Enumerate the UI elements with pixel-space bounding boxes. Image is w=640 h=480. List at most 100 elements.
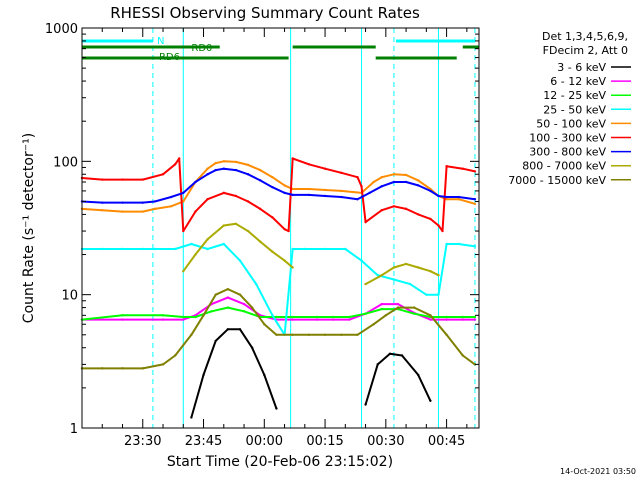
series-point-50-100-kev-18 bbox=[323, 188, 327, 192]
legend-header-0: Det 1,3,4,5,6,9, bbox=[542, 30, 628, 43]
series-point-50-100-kev-6 bbox=[182, 200, 185, 203]
series-point-100-300-kev-14 bbox=[271, 216, 274, 219]
series-point-100-300-kev-5 bbox=[173, 163, 177, 166]
series-point-50-100-kev-5 bbox=[169, 205, 173, 208]
series-point-7000-15000-kev-23 bbox=[429, 314, 432, 317]
series-point-12-25-kev-14 bbox=[364, 312, 367, 315]
series-point-300-800-kev-12 bbox=[246, 173, 250, 176]
series-point-7000-15000-kev-24 bbox=[445, 333, 448, 337]
series-point-300-800-kev-22 bbox=[380, 185, 383, 188]
series-point-800-7000-kev-4 bbox=[222, 224, 225, 227]
series-point-12-25-kev-4 bbox=[194, 315, 197, 319]
series-point-800-7000-kev-7 bbox=[259, 240, 262, 243]
series-point-6-12-kev-6 bbox=[226, 296, 230, 299]
series-point-7000-15000-kev-8 bbox=[214, 293, 217, 296]
series-point-100-300-kev-27 bbox=[417, 213, 420, 216]
series-point-50-100-kev-4 bbox=[153, 207, 157, 211]
series-point-7000-15000-kev-18 bbox=[356, 333, 359, 337]
series-point-100-300-kev-21 bbox=[356, 176, 359, 179]
series-point-50-100-kev-8 bbox=[206, 167, 209, 170]
series-layer bbox=[80, 157, 477, 419]
series-point-300-800-kev-24 bbox=[404, 180, 408, 184]
series-point-3-6-kev-7 bbox=[226, 328, 230, 331]
series-point-50-100-kev-3 bbox=[141, 210, 144, 213]
series-point-7000-15000-kev-11 bbox=[250, 306, 254, 309]
series-point-50-100-kev-1 bbox=[101, 209, 104, 212]
x-axis-label: Start Time (20-Feb-06 23:15:02) bbox=[167, 454, 393, 470]
series-point-7000-15000-kev-12 bbox=[263, 323, 266, 326]
series-point-6-12-kev-2 bbox=[161, 318, 165, 321]
series-point-300-800-kev-9 bbox=[214, 168, 217, 172]
series-point-50-100-kev-12 bbox=[246, 163, 250, 167]
series-point-300-800-kev-6 bbox=[182, 191, 185, 195]
series-point-7000-15000-kev-4 bbox=[161, 363, 165, 366]
series-point-7000-15000-kev-16 bbox=[323, 333, 327, 337]
series-point-25-50-kev-4 bbox=[153, 247, 157, 251]
series-point-300-800-kev-3 bbox=[141, 201, 144, 204]
series-point-6-12-kev-1 bbox=[121, 318, 124, 321]
series-point-800-7000-kev-16 bbox=[380, 273, 383, 277]
series-point-100-300-kev-13 bbox=[259, 207, 262, 211]
series-point-800-7000-kev-20 bbox=[429, 269, 432, 273]
series-point-12-25-kev-19 bbox=[445, 315, 448, 319]
series-point-50-100-kev-11 bbox=[234, 160, 238, 164]
series-point-7000-15000-kev-19 bbox=[372, 323, 375, 326]
series-point-300-800-kev-14 bbox=[271, 185, 274, 189]
series-point-12-25-kev-7 bbox=[242, 310, 246, 313]
y-axis-label: Count Rate (s⁻¹ detector⁻¹) bbox=[21, 133, 37, 323]
series-point-300-800-kev-2 bbox=[121, 201, 124, 204]
series-point-25-50-kev-15 bbox=[323, 247, 327, 251]
series-point-3-6-kev-10 bbox=[263, 373, 266, 377]
series-point-100-300-kev-7 bbox=[182, 229, 185, 233]
series-point-50-100-kev-30 bbox=[473, 202, 477, 206]
legend-label-12-25-kev: 12 - 25 keV bbox=[543, 89, 606, 102]
series-point-50-100-kev-15 bbox=[283, 184, 286, 187]
series-point-6-12-kev-16 bbox=[396, 302, 400, 306]
series-point-300-800-kev-10 bbox=[222, 167, 225, 170]
y-axis-ticks: 1 10 100 1000 bbox=[45, 22, 479, 437]
series-line-7000-15000-kev bbox=[82, 288, 476, 370]
series-point-300-800-kev-28 bbox=[445, 195, 448, 199]
series-point-800-7000-kev-17 bbox=[392, 266, 396, 269]
y-tick-label-1: 10 bbox=[61, 289, 78, 304]
series-point-25-50-kev-2 bbox=[121, 247, 124, 251]
series-point-25-50-kev-18 bbox=[376, 273, 379, 277]
series-point-25-50-kev-14 bbox=[303, 247, 307, 251]
x-tick-label-0: 23:30 bbox=[124, 434, 161, 449]
series-point-6-12-kev-7 bbox=[242, 302, 246, 306]
legend-label-50-100-kev: 50 - 100 keV bbox=[536, 117, 606, 130]
series-point-7000-15000-kev-3 bbox=[141, 367, 144, 370]
series-point-50-100-kev-2 bbox=[121, 210, 124, 213]
series-line-100-300-kev bbox=[81, 157, 476, 233]
series-point-100-300-kev-26 bbox=[404, 207, 408, 211]
series-point-25-50-kev-8 bbox=[222, 242, 225, 246]
series-point-300-800-kev-21 bbox=[368, 191, 371, 195]
flag-label-rd0: RD0 bbox=[191, 43, 212, 54]
series-point-100-300-kev-30 bbox=[441, 229, 444, 233]
series-point-50-100-kev-14 bbox=[271, 176, 274, 179]
series-point-100-300-kev-16 bbox=[287, 229, 290, 233]
series-point-3-6-kev-18 bbox=[376, 363, 379, 366]
series-point-800-7000-kev-21 bbox=[437, 273, 440, 277]
series-point-25-50-kev-6 bbox=[190, 242, 193, 246]
series-point-7000-15000-kev-6 bbox=[190, 333, 193, 337]
series-point-7000-15000-kev-10 bbox=[238, 293, 242, 296]
series-point-300-800-kev-4 bbox=[153, 200, 157, 203]
series-point-300-800-kev-16 bbox=[291, 193, 294, 197]
x-tick-label-1: 23:45 bbox=[185, 434, 222, 449]
series-point-50-100-kev-19 bbox=[340, 189, 343, 193]
series-point-800-7000-kev-8 bbox=[271, 250, 274, 253]
flag-bars: N RD0 RD6 bbox=[82, 36, 479, 63]
series-point-12-25-kev-20 bbox=[461, 315, 464, 319]
series-point-50-100-kev-25 bbox=[417, 179, 420, 182]
series-point-100-300-kev-9 bbox=[206, 197, 209, 201]
series-point-3-6-kev-9 bbox=[250, 346, 254, 349]
series-point-3-6-kev-19 bbox=[388, 352, 392, 356]
series-point-300-800-kev-30 bbox=[473, 197, 477, 201]
series-point-800-7000-kev-1 bbox=[182, 269, 185, 273]
y-tick-label-0: 1 bbox=[70, 422, 78, 437]
series-point-50-100-kev-16 bbox=[291, 187, 294, 191]
series-point-12-25-kev-15 bbox=[380, 307, 383, 311]
series-point-50-100-kev-24 bbox=[404, 173, 408, 177]
